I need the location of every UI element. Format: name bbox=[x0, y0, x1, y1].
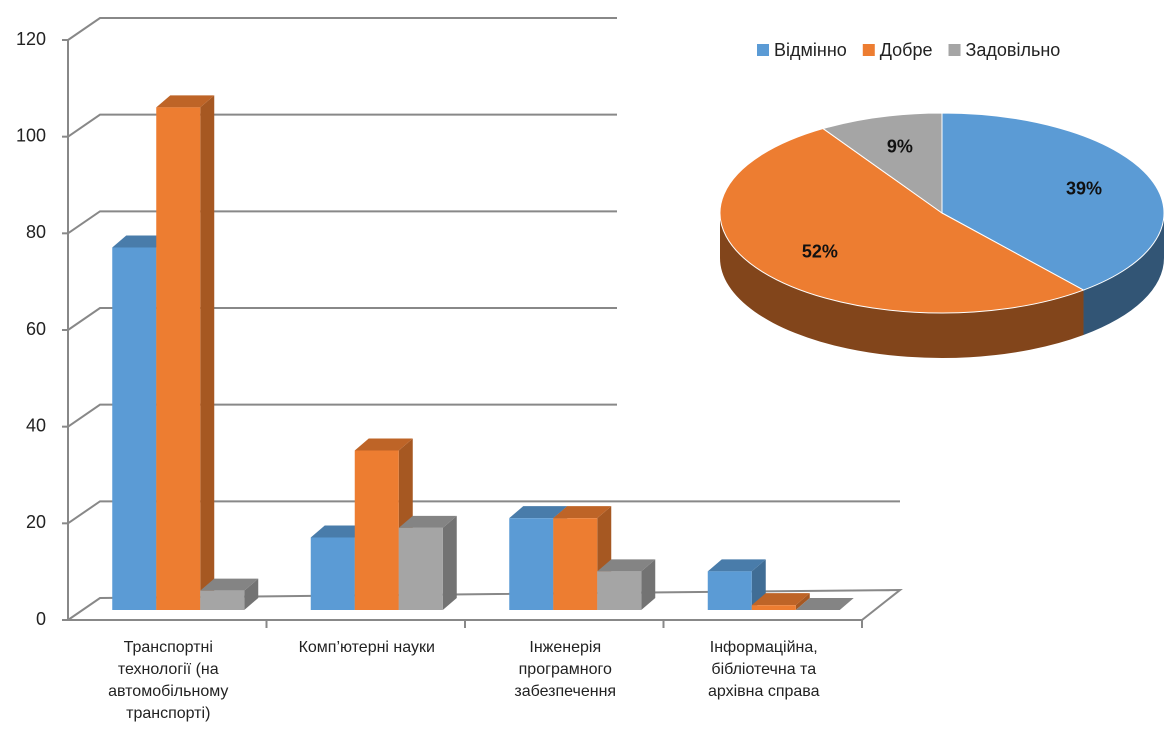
bar-top bbox=[751, 593, 810, 606]
pie-slice bbox=[719, 128, 1085, 314]
pie-side bbox=[720, 213, 1084, 359]
x-tick-line: бібліотечна та bbox=[711, 661, 816, 678]
legend-label: Задовільно bbox=[966, 40, 1061, 60]
bar bbox=[310, 537, 355, 610]
pie-label: 52% bbox=[802, 242, 838, 262]
x-tick-label: Комп’ютерні науки bbox=[299, 639, 435, 656]
y-tick-label: 100 bbox=[16, 125, 46, 145]
x-tick-line: транспорті) bbox=[126, 705, 210, 722]
y-tick-label: 0 bbox=[36, 609, 46, 629]
x-tick-line: Комп’ютерні науки bbox=[299, 639, 435, 656]
bar-side bbox=[244, 578, 259, 610]
x-tick-line: архівна справа bbox=[708, 683, 820, 700]
x-tick-label: Інформаційна, бібліотечна та архівна справ… bbox=[708, 639, 820, 700]
bar bbox=[354, 450, 399, 610]
y-tick-label: 80 bbox=[26, 222, 46, 242]
legend-swatch bbox=[757, 44, 769, 56]
bar bbox=[553, 518, 598, 610]
bar bbox=[156, 107, 201, 610]
bar-top bbox=[597, 559, 656, 572]
bar bbox=[707, 571, 752, 610]
x-tick-line: автомобільному bbox=[108, 683, 228, 700]
bar-top bbox=[354, 438, 413, 451]
pie-side bbox=[1083, 213, 1164, 336]
y-tick-label: 60 bbox=[26, 319, 46, 339]
legend-swatch bbox=[948, 44, 961, 56]
x-tick-line: програмного bbox=[519, 661, 612, 678]
y-tick-label: 20 bbox=[26, 512, 46, 532]
bar-top bbox=[310, 525, 369, 538]
x-tick-line: технології (на bbox=[118, 661, 219, 678]
pie-label: 9% bbox=[887, 136, 913, 156]
bar-top bbox=[553, 506, 612, 519]
bar-side bbox=[795, 593, 810, 610]
legend-label: Добре bbox=[880, 40, 933, 60]
bar-side bbox=[200, 95, 215, 611]
y-tick-label: 40 bbox=[26, 415, 46, 435]
bar-top bbox=[398, 515, 457, 528]
x-tick-line: забезпечення bbox=[514, 683, 616, 700]
y-tick-label: 120 bbox=[16, 29, 46, 49]
x-tick-line: Інформаційна, bbox=[710, 639, 818, 656]
pie-slice bbox=[941, 112, 1164, 291]
bar bbox=[509, 518, 554, 610]
bar-side bbox=[442, 515, 457, 610]
x-tick-line: Транспортні bbox=[124, 639, 213, 656]
x-tick-label: Інженерія програмного забезпечення bbox=[514, 639, 616, 700]
bar bbox=[398, 527, 443, 610]
bar-side bbox=[641, 559, 656, 610]
x-tick-line: Інженерія bbox=[529, 639, 601, 656]
bar bbox=[597, 571, 642, 610]
legend-swatch bbox=[862, 44, 875, 56]
floor bbox=[64, 588, 903, 621]
grid-line bbox=[67, 500, 900, 525]
bar-top bbox=[200, 578, 259, 591]
bar bbox=[751, 605, 796, 610]
bar-top bbox=[156, 95, 215, 108]
bar bbox=[112, 247, 157, 610]
bar-top bbox=[795, 598, 854, 610]
bar bbox=[200, 590, 245, 610]
legend-label: Відмінно bbox=[774, 40, 847, 60]
x-tick-label: Транспортні технології (на автомобільному т… bbox=[108, 639, 228, 722]
bar-top bbox=[509, 506, 568, 519]
bar-top bbox=[707, 559, 766, 572]
bar-top bbox=[112, 235, 171, 248]
pie-label: 39% bbox=[1066, 179, 1102, 199]
pie-slice bbox=[821, 112, 943, 214]
